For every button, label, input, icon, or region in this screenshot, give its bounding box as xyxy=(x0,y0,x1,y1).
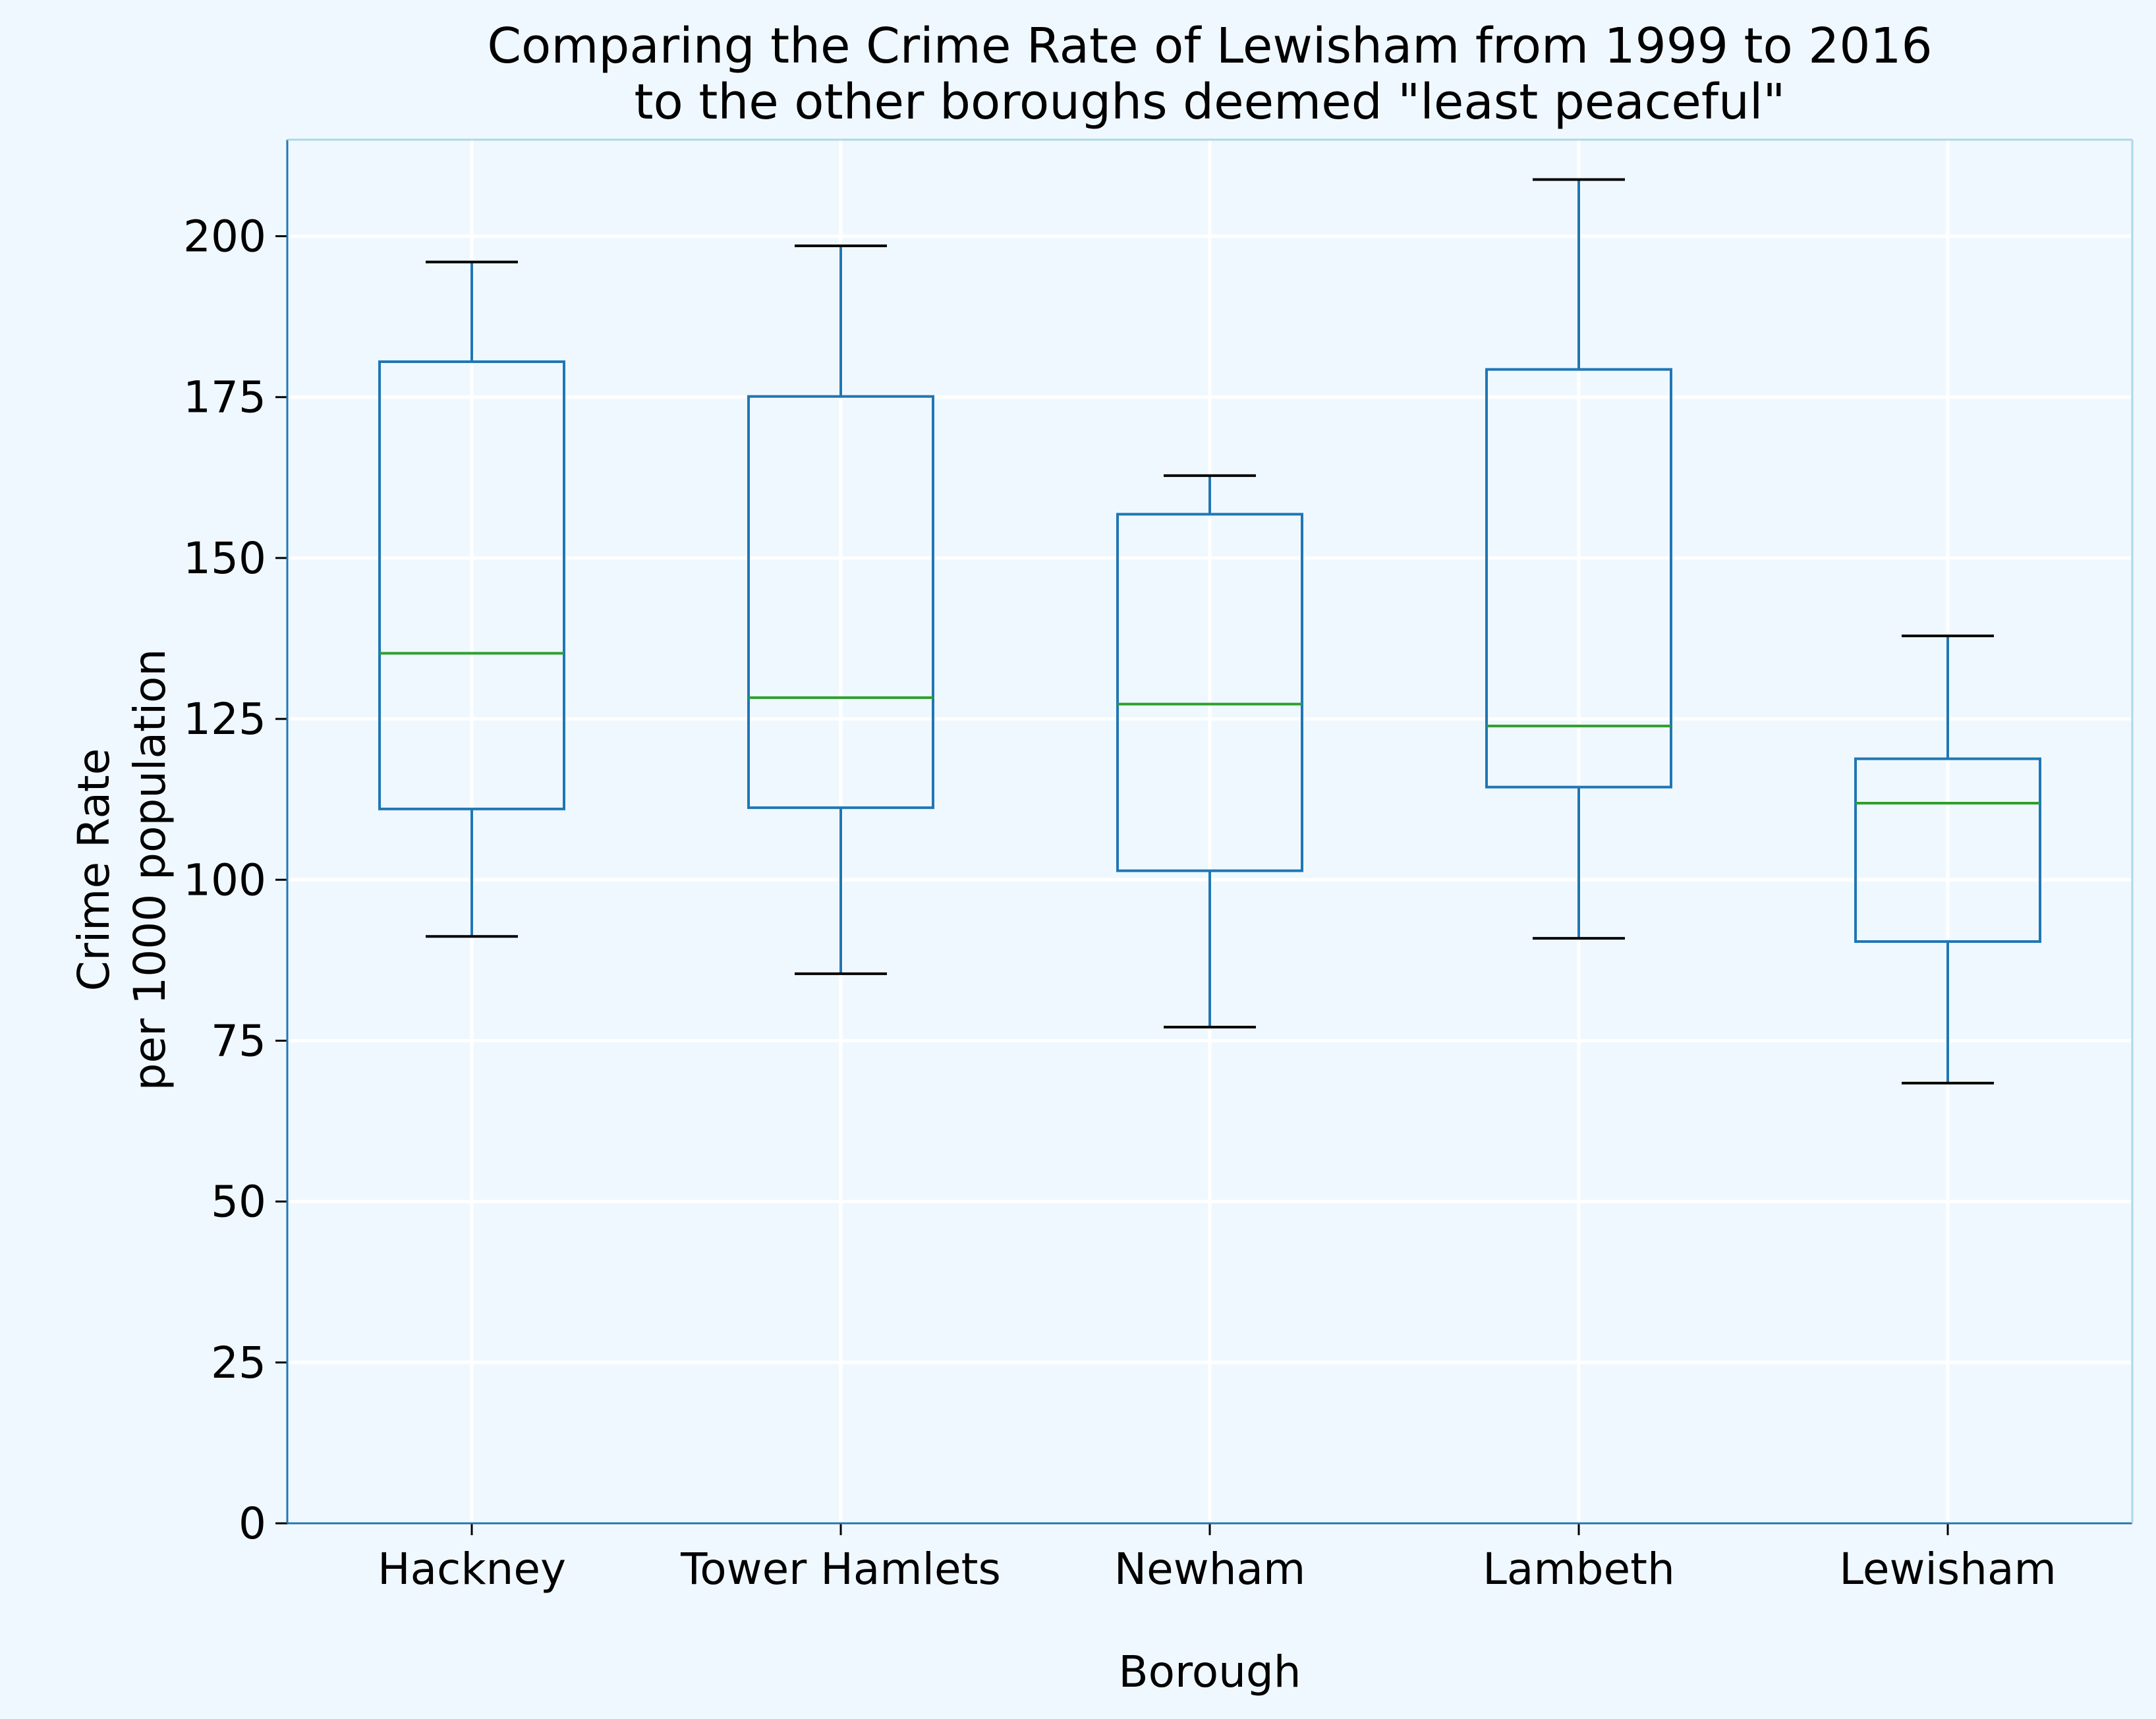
x-tick-label: Lambeth xyxy=(1483,1544,1675,1594)
x-tick-label: Tower Hamlets xyxy=(680,1544,1001,1594)
chart-title: Comparing the Crime Rate of Lewisham fro… xyxy=(487,18,1932,130)
x-tick-label: Lewisham xyxy=(1839,1544,2056,1594)
chart-title-line-1: Comparing the Crime Rate of Lewisham fro… xyxy=(487,18,1932,74)
box-iqr xyxy=(378,360,565,810)
y-tick-label: 50 xyxy=(211,1177,266,1227)
y-tick-label: 150 xyxy=(183,533,266,584)
y-tick-label: 200 xyxy=(183,211,266,262)
y-tick-label: 175 xyxy=(183,372,266,423)
box-iqr xyxy=(747,395,934,809)
y-tick-label: 125 xyxy=(183,694,266,745)
box-iqr xyxy=(1116,513,1303,872)
y-axis-label-line-1: Crime Rate xyxy=(69,748,119,992)
y-axis-label: Crime Rate per 1000 population xyxy=(69,649,175,1091)
box-iqr xyxy=(1854,757,2041,944)
plot-area: 0 25 50 75 100 125 150 175 200 Hackney Tower Hamle… xyxy=(183,138,2134,1594)
y-axis-label-line-2: per 1000 population xyxy=(125,649,175,1091)
x-axis-label: Borough xyxy=(1118,1647,1301,1697)
y-tick-label: 100 xyxy=(183,855,266,905)
y-tick-label: 25 xyxy=(211,1338,266,1388)
x-tick-label: Hackney xyxy=(378,1544,566,1594)
x-tick-label: Newham xyxy=(1114,1544,1306,1594)
box-iqr xyxy=(1485,368,1672,789)
y-tick-label: 0 xyxy=(239,1498,266,1549)
y-tick-label: 75 xyxy=(211,1015,266,1066)
chart-title-line-2: to the other boroughs deemed "least peac… xyxy=(635,74,1786,130)
